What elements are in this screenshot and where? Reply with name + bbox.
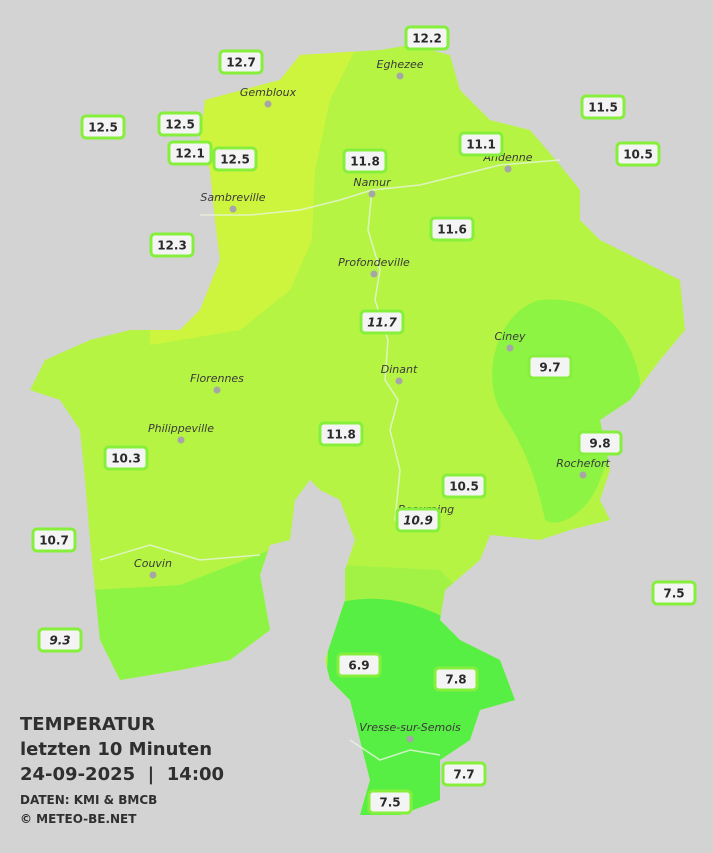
city-dot	[395, 377, 403, 385]
station-box	[580, 94, 626, 120]
city-dot	[229, 205, 237, 213]
city-label: Florennes	[190, 372, 244, 385]
station-value: 10.7	[39, 534, 69, 548]
station-box	[342, 148, 388, 174]
city-label: Eghezee	[377, 58, 424, 71]
city-label: Sambreville	[200, 191, 265, 204]
station-value: 11.5	[588, 101, 618, 115]
station-value: 6.9	[348, 659, 369, 673]
station-value: 11.1	[466, 138, 496, 152]
station-box	[318, 421, 364, 447]
station-value: 12.5	[165, 118, 195, 132]
station-box	[31, 527, 77, 553]
legend-source: DATEN: KMI & BMCB	[20, 793, 157, 807]
station-value: 12.5	[220, 153, 250, 167]
station-box	[212, 146, 258, 172]
river-eau-noire	[99, 544, 261, 561]
station-value: 10.5	[449, 480, 479, 494]
city-label: Ciney	[495, 330, 526, 343]
stations: 12.2 12.7 11.5 12.5 12.5 12.1 12.5 11.1 11.8 10.5…	[31, 25, 697, 815]
station-box	[404, 25, 450, 51]
station-box	[367, 789, 413, 815]
legend-title: TEMPERATUR	[20, 714, 155, 735]
river-meuse	[367, 189, 421, 531]
legend-datetime: 24-09-2025 | 14:00	[20, 764, 224, 785]
cities: EghezeeGemblouxAndenneNamurSambrevillePr…	[134, 58, 610, 743]
station-box	[37, 627, 83, 653]
station-value: 11.8	[326, 428, 356, 442]
city-label: Vresse-sur-Semois	[359, 721, 461, 734]
station-box	[80, 114, 126, 140]
station-value: 9.3	[49, 634, 70, 648]
rivers	[99, 159, 561, 761]
station-value: 7.5	[663, 587, 684, 601]
station-value: 12.1	[175, 147, 205, 161]
station-value: 11.7	[367, 316, 397, 330]
station-value: 12.2	[412, 32, 442, 46]
station-box	[359, 309, 405, 335]
station-box	[157, 111, 203, 137]
city-dot	[396, 72, 404, 80]
station-value: 7.8	[445, 673, 466, 687]
station-box	[458, 131, 504, 157]
station-box	[218, 49, 264, 75]
station-box	[429, 216, 475, 242]
station-value: 11.8	[350, 155, 380, 169]
city-dot	[213, 386, 221, 394]
legend-copyright: © METEO-BE.NET	[20, 812, 137, 826]
station-box	[441, 761, 487, 787]
city-dot	[370, 270, 378, 278]
station-box	[651, 580, 697, 606]
legend: TEMPERATUR letzten 10 Minuten 24-09-2025…	[20, 714, 224, 826]
station-box	[103, 445, 149, 471]
station-box	[395, 507, 441, 533]
city-label: Dinant	[381, 363, 418, 376]
city-dot	[504, 165, 512, 173]
station-box	[577, 430, 623, 456]
city-label: Namur	[353, 176, 392, 189]
city-dot	[579, 471, 587, 479]
station-box	[527, 354, 573, 380]
station-box	[336, 652, 382, 678]
city-label: Philippeville	[148, 422, 214, 435]
station-value: 7.7	[453, 768, 474, 782]
city-label: Profondeville	[338, 256, 410, 269]
station-value: 9.7	[539, 361, 560, 375]
city-label: Couvin	[134, 557, 172, 570]
station-box	[167, 140, 213, 166]
station-value: 10.9	[403, 514, 433, 528]
station-value: 12.3	[157, 239, 187, 253]
station-value: 10.5	[623, 148, 653, 162]
station-box	[441, 473, 487, 499]
city-dot	[406, 735, 414, 743]
station-value: 12.7	[226, 56, 256, 70]
city-dot	[368, 190, 376, 198]
river-semois	[349, 739, 441, 761]
city-dot	[149, 571, 157, 579]
station-value: 7.5	[379, 796, 400, 810]
station-box	[615, 141, 661, 167]
legend-subtitle: letzten 10 Minuten	[20, 739, 212, 760]
station-value: 10.3	[111, 452, 141, 466]
station-value: 11.6	[437, 223, 467, 237]
city-label: Rochefort	[556, 457, 610, 470]
city-dot	[177, 436, 185, 444]
city-dot	[506, 344, 514, 352]
station-box	[433, 666, 479, 692]
station-box	[149, 232, 195, 258]
city-dot	[264, 100, 272, 108]
zone-10	[492, 299, 640, 523]
station-value: 9.8	[589, 437, 610, 451]
station-value: 12.5	[88, 121, 118, 135]
city-label: Gembloux	[240, 86, 297, 99]
